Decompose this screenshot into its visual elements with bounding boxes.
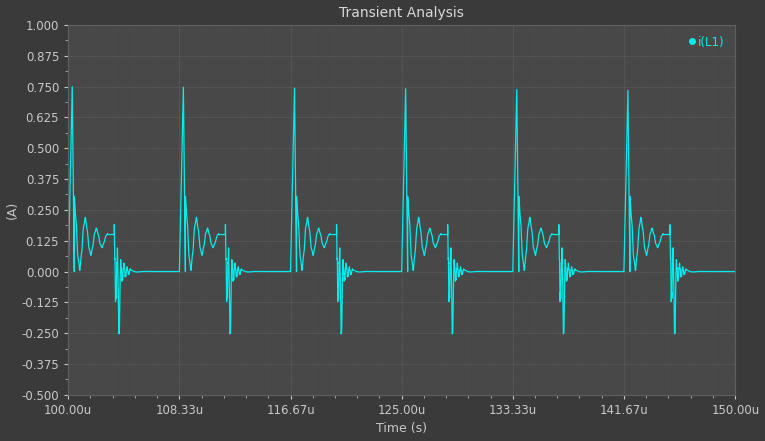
Y-axis label: (A): (A): [5, 201, 18, 219]
Title: Transient Analysis: Transient Analysis: [340, 6, 464, 19]
Legend: i(L1): i(L1): [684, 31, 729, 53]
X-axis label: Time (s): Time (s): [376, 422, 428, 435]
